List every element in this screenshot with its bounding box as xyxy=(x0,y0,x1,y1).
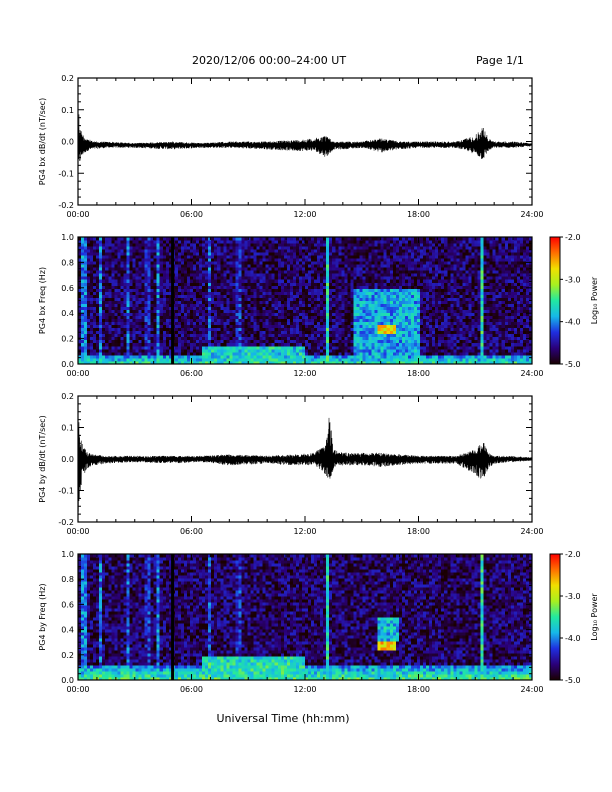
x-tick-label: 12:00 xyxy=(293,210,316,219)
y-tick-label: 1.0 xyxy=(61,550,74,559)
y-tick-label: -0.1 xyxy=(58,487,74,496)
colorbar-tick-label: -3.0 xyxy=(565,275,581,284)
x-tick-label: 06:00 xyxy=(180,527,203,536)
page-title: 2020/12/06 00:00–24:00 UT xyxy=(192,54,347,67)
spectrogram-panel-4: -5.0 -4.0 -3.0 -2.0 Log₁₀ Power xyxy=(77,550,599,685)
colorbar-label: Log₁₀ Power xyxy=(590,593,599,641)
x-tick-label: 24:00 xyxy=(520,685,543,694)
spectrogram-cells xyxy=(78,237,533,365)
x-tick-label: 24:00 xyxy=(520,369,543,378)
x-tick-label: 06:00 xyxy=(180,685,203,694)
spectrogram-panel-2: -5.0 -4.0 -3.0 -2.0 Log₁₀ Power xyxy=(77,233,599,369)
y-axis-label: PG4 by dB/dt (nT/sec) xyxy=(38,415,47,502)
time-series-panel-3 xyxy=(77,395,533,523)
colorbar-label: Log₁₀ Power xyxy=(590,276,599,324)
y-axis-label: PG4 bx dB/dt (nT/sec) xyxy=(38,98,47,185)
x-tick-label: 12:00 xyxy=(293,685,316,694)
x-tick-label: 00:00 xyxy=(66,369,89,378)
time-series-panel-1 xyxy=(77,77,533,206)
plot-area xyxy=(78,78,532,205)
x-tick-label: 24:00 xyxy=(520,210,543,219)
x-tick-label: 00:00 xyxy=(66,685,89,694)
x-tick-label: 00:00 xyxy=(66,210,89,219)
data-gap-line xyxy=(171,237,175,364)
y-tick-label: -0.1 xyxy=(58,169,74,178)
y-axis-label: PG4 by Freq (Hz) xyxy=(38,583,47,650)
colorbar-tick-label: -4.0 xyxy=(565,634,581,643)
colorbar-tick-label: -3.0 xyxy=(565,592,581,601)
colorbar-tick-label: -2.0 xyxy=(565,233,581,242)
y-tick-label: 0.0 xyxy=(61,676,74,685)
y-tick-label: 0.2 xyxy=(61,335,74,344)
page-number: Page 1/1 xyxy=(476,54,524,67)
y-tick-label: 0.6 xyxy=(61,600,74,609)
y-tick-label: 0.2 xyxy=(61,392,74,401)
colorbar-tick-label: -2.0 xyxy=(565,550,581,559)
colorbar-tick-label: -5.0 xyxy=(565,360,581,369)
y-tick-label: 0.8 xyxy=(61,258,74,267)
colorbar xyxy=(549,553,561,681)
x-axis-title: Universal Time (hh:mm) xyxy=(217,712,350,725)
x-tick-label: 18:00 xyxy=(407,210,430,219)
y-tick-label: 0.0 xyxy=(61,455,74,464)
x-tick-label: 24:00 xyxy=(520,527,543,536)
colorbar xyxy=(549,236,561,365)
y-tick-label: 0.2 xyxy=(61,74,74,83)
y-tick-label: -0.2 xyxy=(58,201,74,210)
y-tick-label: -0.2 xyxy=(58,518,74,527)
x-tick-label: 06:00 xyxy=(180,369,203,378)
x-tick-label: 06:00 xyxy=(180,210,203,219)
y-tick-label: 0.2 xyxy=(61,651,74,660)
y-tick-label: 0.1 xyxy=(61,106,74,115)
y-tick-label: 0.0 xyxy=(61,360,74,369)
y-axis-label: PG4 bx Freq (Hz) xyxy=(38,267,47,334)
x-tick-label: 18:00 xyxy=(407,685,430,694)
y-tick-label: 0.0 xyxy=(61,138,74,147)
y-tick-label: 0.1 xyxy=(61,424,74,433)
y-tick-label: 0.4 xyxy=(61,626,74,635)
y-tick-label: 0.8 xyxy=(61,575,74,584)
x-tick-label: 12:00 xyxy=(293,369,316,378)
spectrogram-cells xyxy=(78,554,533,681)
colorbar-tick-label: -5.0 xyxy=(565,676,581,685)
data-gap-line xyxy=(171,554,175,680)
series-trace-1 xyxy=(77,417,533,514)
colorbar-tick-label: -4.0 xyxy=(565,318,581,327)
x-tick-label: 00:00 xyxy=(66,527,89,536)
y-tick-label: 1.0 xyxy=(61,233,74,242)
y-tick-label: 0.6 xyxy=(61,284,74,293)
series-trace-1 xyxy=(77,114,533,170)
x-tick-label: 18:00 xyxy=(407,527,430,536)
y-tick-label: 0.4 xyxy=(61,309,74,318)
x-tick-label: 18:00 xyxy=(407,369,430,378)
x-tick-label: 12:00 xyxy=(293,527,316,536)
